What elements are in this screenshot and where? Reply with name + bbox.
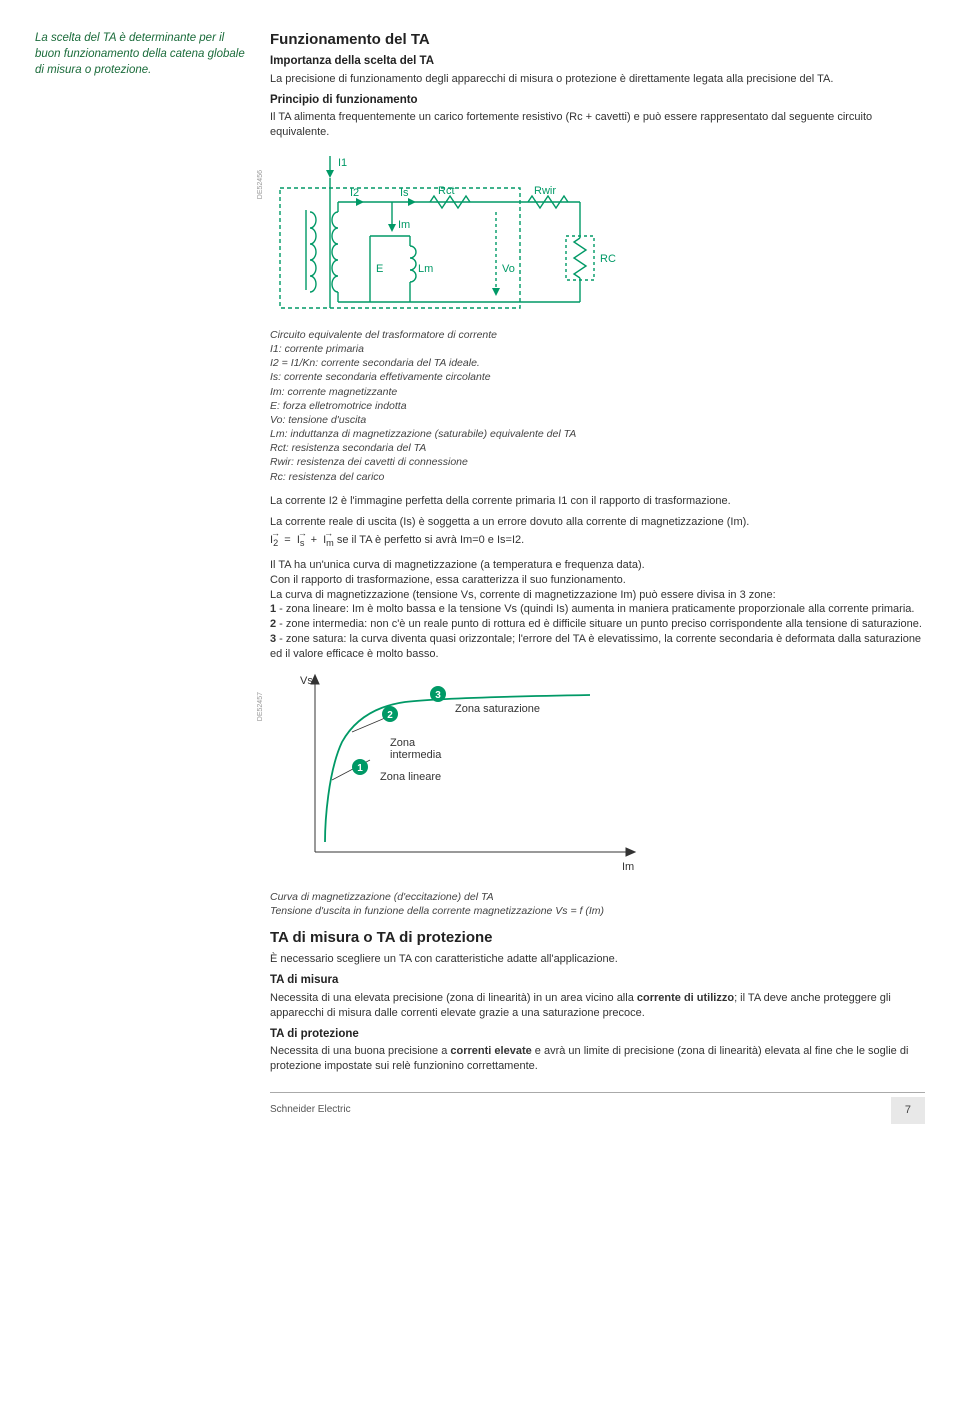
text-i2-2: La corrente reale di uscita (Is) è sogge…: [270, 515, 925, 530]
svg-text:I1: I1: [338, 157, 347, 169]
text-i2-1: La corrente I2 è l'immagine perfetta del…: [270, 494, 925, 509]
page-number: 7: [891, 1097, 925, 1124]
caption-line: E: forza elletromotrice indotta: [270, 399, 925, 413]
caption-title: Circuito equivalente del trasformatore d…: [270, 328, 925, 342]
figure-code: DE52456: [256, 170, 265, 199]
margin-note-text: La scelta del TA è determinante per il b…: [35, 30, 250, 78]
heading-protezione: TA di protezione: [270, 1027, 925, 1043]
caption-curve: Curva di magnetizzazione (d'eccitazione)…: [270, 890, 925, 918]
svg-text:RC: RC: [600, 253, 616, 265]
page-footer: Schneider Electric 7: [270, 1092, 925, 1124]
svg-text:Im: Im: [622, 861, 634, 873]
caption-line: I1: corrente primaria: [270, 342, 925, 356]
text-protezione: Necessita di una buona precisione a corr…: [270, 1044, 925, 1074]
caption-line: Rct: resistenza secondaria del TA: [270, 441, 925, 455]
svg-text:2: 2: [387, 710, 393, 721]
svg-text:Zona saturazione: Zona saturazione: [455, 703, 540, 715]
caption-line: I2 = I1/Kn: corrente secondaria del TA i…: [270, 356, 925, 370]
svg-text:Vs: Vs: [300, 675, 313, 687]
svg-text:Zona lineare: Zona lineare: [380, 771, 441, 783]
svg-text:E: E: [376, 263, 383, 275]
caption-line: Curva di magnetizzazione (d'eccitazione)…: [270, 890, 925, 904]
caption-line: Lm: induttanza di magnetizzazione (satur…: [270, 427, 925, 441]
figure-circuit: DE52456: [270, 150, 925, 320]
text-principio: Il TA alimenta frequentemente un carico …: [270, 110, 925, 140]
svg-text:Rwir: Rwir: [534, 185, 556, 197]
svg-text:Zona: Zona: [390, 737, 416, 749]
figure-curve: DE52457 1: [270, 672, 925, 882]
circuit-diagram: I1 I2 Is Rct Rwir Im E Lm Vo RC: [270, 150, 630, 320]
text-misura: Necessita di una elevata precisione (zon…: [270, 991, 925, 1021]
svg-text:1: 1: [357, 763, 363, 774]
text-importanza: La precisione di funzionamento degli app…: [270, 72, 925, 87]
caption-circuit: Circuito equivalente del trasformatore d…: [270, 328, 925, 484]
text-curva-2: Con il rapporto di trasformazione, essa …: [270, 573, 925, 588]
figure-code: DE52457: [256, 692, 265, 721]
svg-text:3: 3: [435, 690, 441, 701]
heading-funzionamento: Funzionamento del TA: [270, 30, 925, 50]
svg-text:Is: Is: [400, 187, 409, 199]
caption-line: Tensione d'uscita in funzione della corr…: [270, 904, 925, 918]
caption-line: Is: corrente secondaria effetivamente ci…: [270, 370, 925, 384]
svg-text:Im: Im: [398, 219, 410, 231]
caption-line: Rc: resistenza del carico: [270, 470, 925, 484]
zone-3: 3 - zone satura: la curva diventa quasi …: [270, 632, 925, 662]
text-curva-1: Il TA ha un'unica curva di magnetizzazio…: [270, 558, 925, 573]
zone-1: 1 - zona lineare: Im è molto bassa e la …: [270, 602, 925, 617]
left-margin-note: La scelta del TA è determinante per il b…: [35, 30, 270, 1124]
heading-importanza: Importanza della scelta del TA: [270, 54, 925, 70]
heading-misura: TA di misura: [270, 973, 925, 989]
heading-ta-misura: TA di misura o TA di protezione: [270, 928, 925, 948]
svg-text:intermedia: intermedia: [390, 749, 442, 761]
main-content: Funzionamento del TA Importanza della sc…: [270, 30, 925, 1124]
svg-text:Vo: Vo: [502, 263, 515, 275]
svg-text:I2: I2: [350, 187, 359, 199]
magnetization-curve: 1 2 3 Vs Im Zona lineare Zona intermedia…: [270, 672, 670, 882]
svg-text:Lm: Lm: [418, 263, 433, 275]
footer-brand: Schneider Electric: [270, 1103, 351, 1117]
caption-line: Im: corrente magnetizzante: [270, 385, 925, 399]
text-curva-3: La curva di magnetizzazione (tensione Vs…: [270, 588, 925, 603]
caption-line: Vo: tensione d'uscita: [270, 413, 925, 427]
caption-line: Rwir: resistenza dei cavetti di connessi…: [270, 455, 925, 469]
equation-i2: I→2 = I→s + I→m se il TA è perfetto si a…: [270, 533, 925, 550]
text-misura-intro: È necessario scegliere un TA con caratte…: [270, 952, 925, 967]
heading-principio: Principio di funzionamento: [270, 93, 925, 109]
equation-tail: se il TA è perfetto si avrà Im=0 e Is=I2…: [337, 534, 524, 546]
zone-2: 2 - zone intermedia: non c'è un reale pu…: [270, 617, 925, 632]
svg-text:Rct: Rct: [438, 185, 455, 197]
